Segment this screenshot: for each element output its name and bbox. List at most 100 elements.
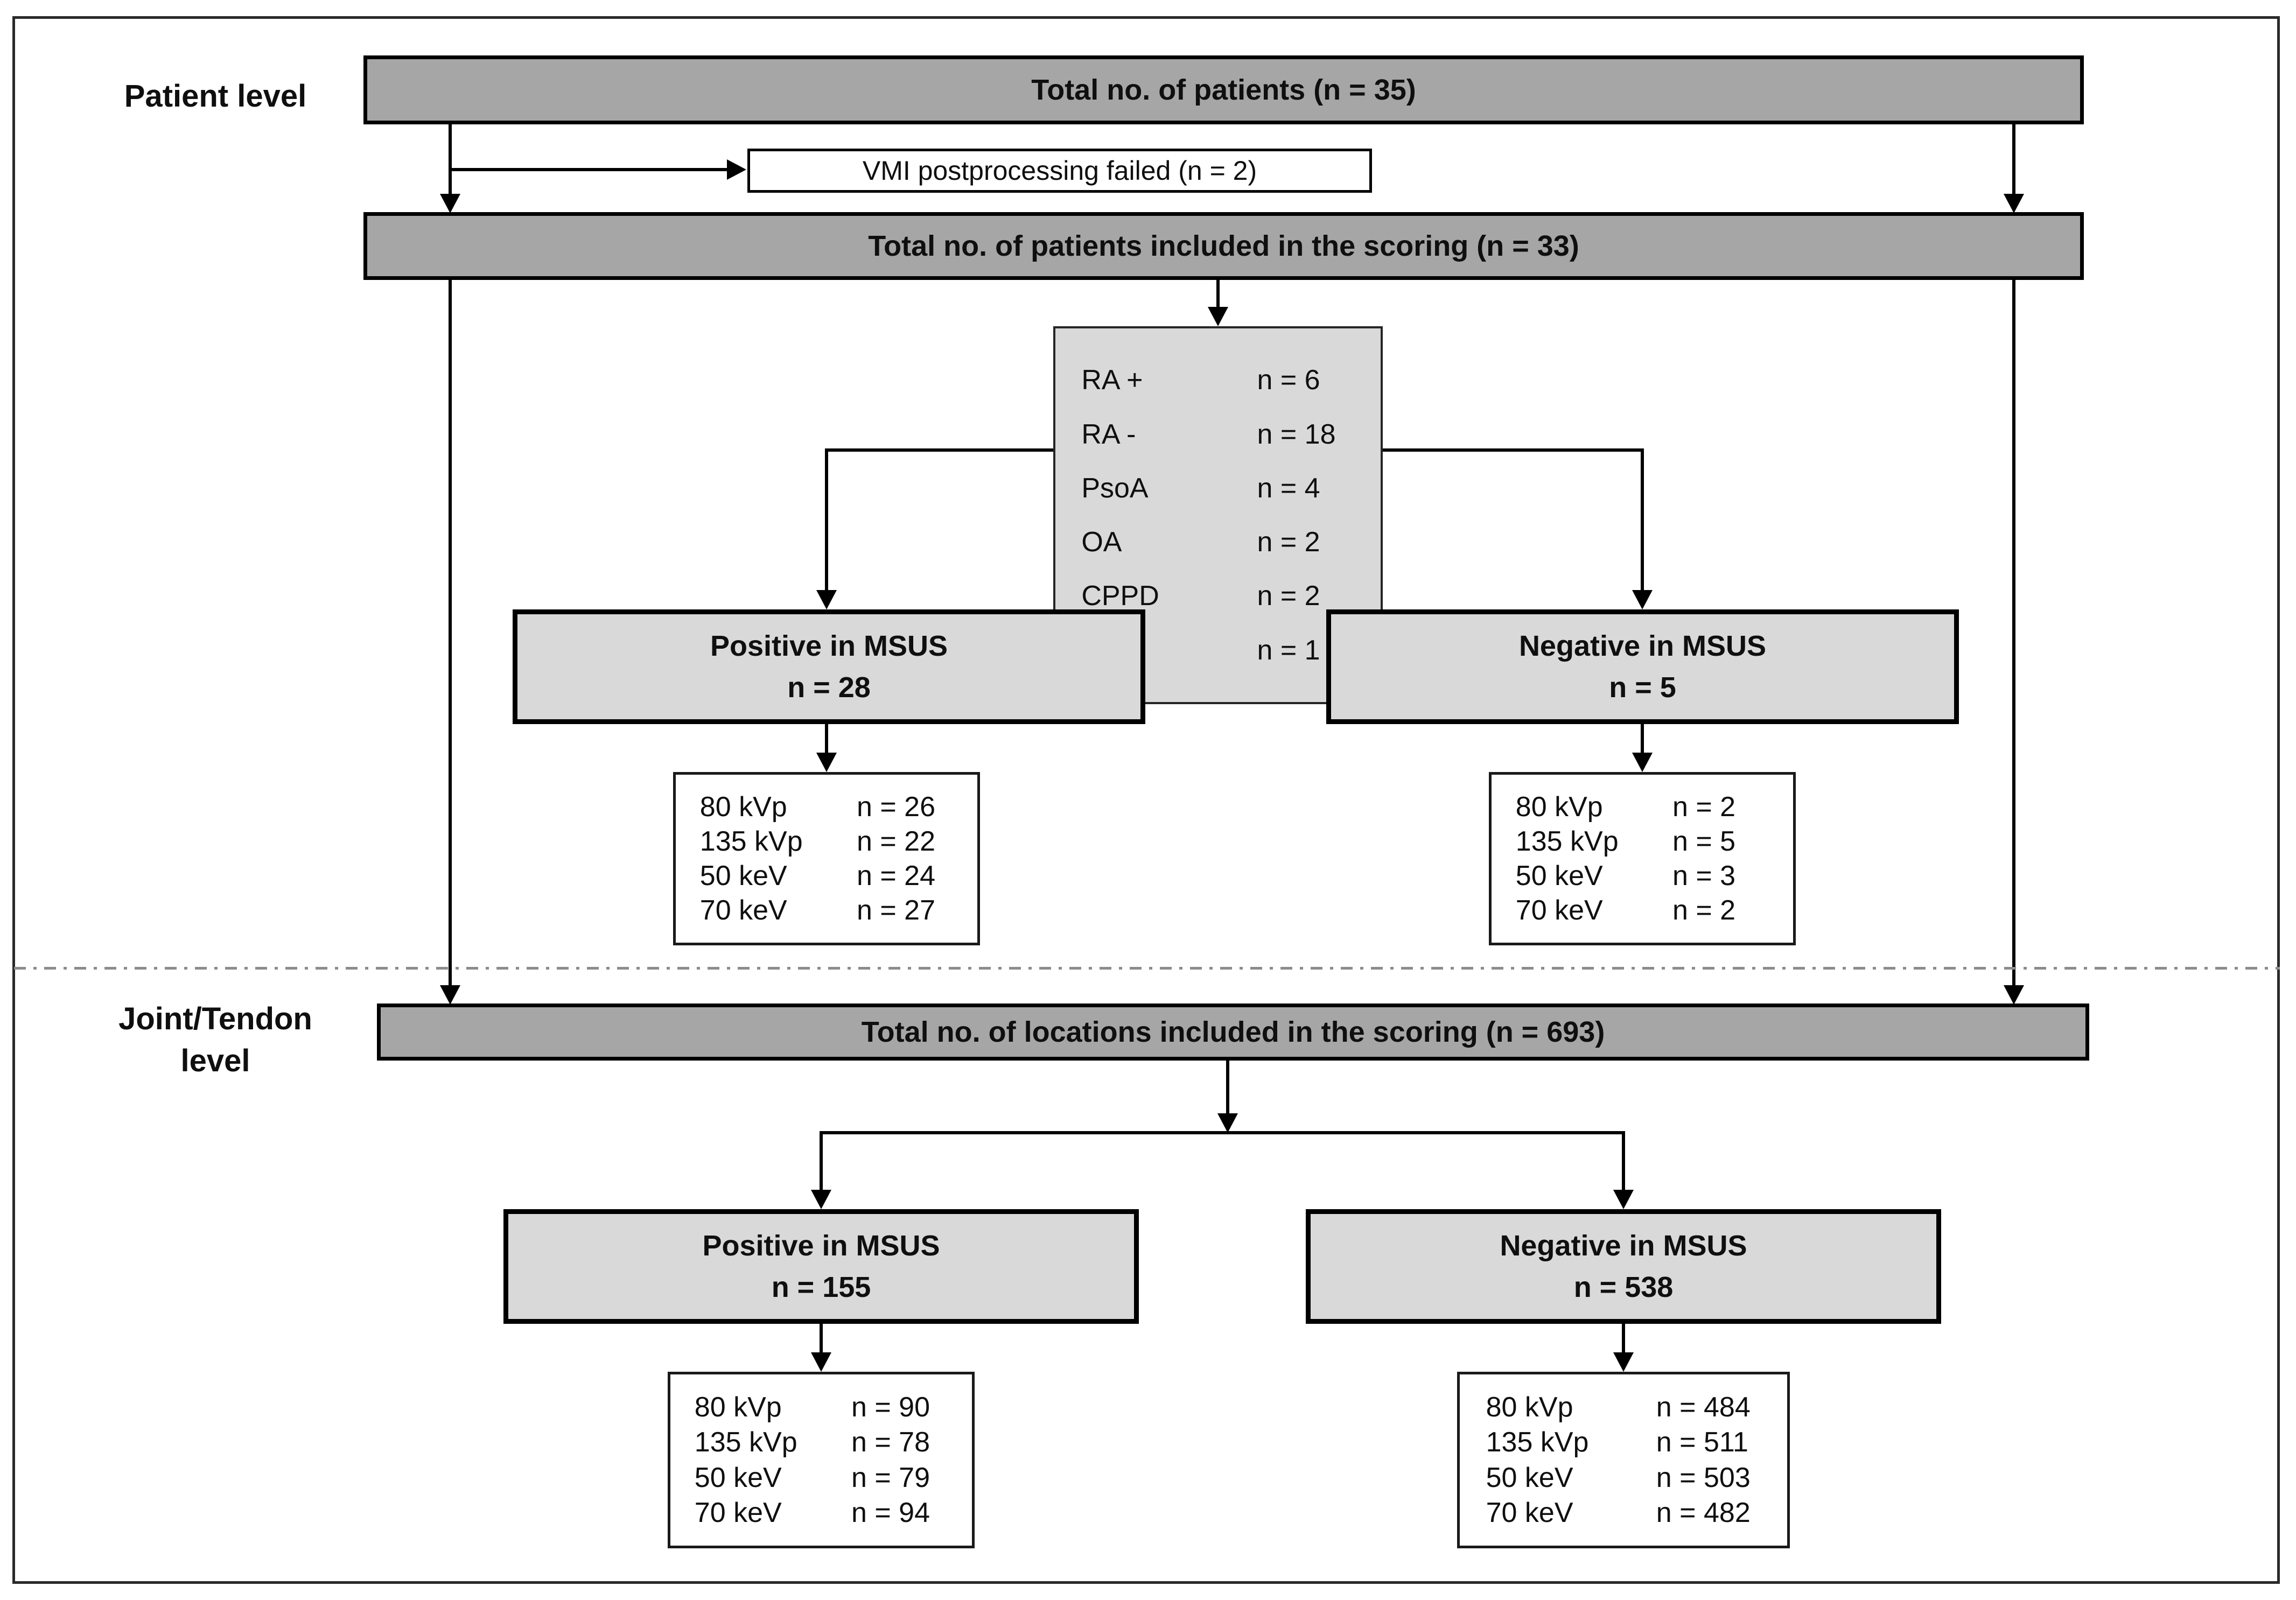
energy-label: 50 keV bbox=[694, 1462, 782, 1493]
arrowhead-down-icon bbox=[811, 1352, 831, 1372]
connector-line bbox=[825, 724, 828, 754]
list-item: OA n = 2 bbox=[1055, 526, 1381, 558]
joint-negative-detail-box: 80 kVp n = 484 135 kVp n = 511 50 keV n … bbox=[1457, 1372, 1790, 1548]
energy-label: 50 keV bbox=[1486, 1462, 1573, 1493]
connector-line bbox=[825, 448, 828, 591]
connector-line bbox=[820, 1324, 823, 1353]
arrowhead-down-icon bbox=[1632, 753, 1653, 772]
list-item: 50 keV n = 3 bbox=[1492, 860, 1793, 892]
joint-positive-detail-box: 80 kVp n = 90 135 kVp n = 78 50 keV n = … bbox=[668, 1372, 975, 1548]
energy-count: n = 94 bbox=[851, 1497, 930, 1528]
connector-line bbox=[1216, 280, 1220, 308]
connector-line bbox=[1641, 448, 1644, 591]
energy-count: n = 511 bbox=[1656, 1427, 1748, 1458]
connector-line bbox=[1641, 724, 1644, 754]
energy-count: n = 22 bbox=[857, 826, 936, 857]
vmi-failed-box: VMI postprocessing failed (n = 2) bbox=[747, 149, 1372, 193]
list-item: 70 keV n = 2 bbox=[1492, 894, 1793, 927]
energy-count: n = 24 bbox=[857, 860, 936, 892]
connector-line bbox=[1622, 1131, 1625, 1191]
arrowhead-down-icon bbox=[440, 985, 460, 1005]
energy-label: 80 kVp bbox=[699, 791, 787, 823]
arrowhead-down-icon bbox=[2004, 985, 2024, 1005]
connector-line bbox=[449, 124, 452, 194]
list-item: 80 kVp n = 484 bbox=[1460, 1391, 1787, 1423]
energy-label: 70 keV bbox=[694, 1497, 782, 1528]
energy-label: 50 keV bbox=[699, 860, 787, 892]
list-item: 135 kVp n = 5 bbox=[1492, 825, 1793, 858]
energy-label: 135 kVp bbox=[699, 826, 803, 857]
diagnosis-count: n = 2 bbox=[1257, 527, 1320, 558]
connector-line bbox=[1622, 1324, 1625, 1353]
energy-label: 80 kVp bbox=[1515, 791, 1603, 823]
arrowhead-down-icon bbox=[1632, 590, 1653, 609]
arrowhead-right-icon bbox=[727, 159, 746, 180]
list-item: 80 kVp n = 26 bbox=[676, 791, 977, 823]
diagnosis-count: n = 18 bbox=[1257, 418, 1336, 450]
patient-negative-msus-box: Negative in MSUS n = 5 bbox=[1326, 609, 1959, 724]
energy-label: 80 kVp bbox=[1486, 1392, 1573, 1423]
energy-count: n = 482 bbox=[1656, 1497, 1751, 1528]
arrowhead-down-icon bbox=[811, 1190, 831, 1209]
list-item: 135 kVp n = 22 bbox=[676, 825, 977, 858]
energy-label: 70 keV bbox=[1486, 1497, 1573, 1528]
energy-label: 135 kVp bbox=[1486, 1427, 1589, 1458]
joint-tendon-level-label: Joint/Tendon level bbox=[86, 998, 345, 1083]
patient-level-label: Patient level bbox=[124, 79, 307, 114]
energy-label: 50 keV bbox=[1515, 860, 1603, 892]
connector-line bbox=[821, 1131, 1623, 1134]
joint-negative-msus-box: Negative in MSUS n = 538 bbox=[1306, 1209, 1941, 1324]
patient-negative-msus-count: n = 5 bbox=[1609, 671, 1676, 704]
arrowhead-down-icon bbox=[1613, 1190, 1634, 1209]
list-item: 70 keV n = 482 bbox=[1460, 1497, 1787, 1529]
joint-negative-msus-count: n = 538 bbox=[1573, 1271, 1674, 1303]
patient-negative-msus-title: Negative in MSUS bbox=[1518, 630, 1767, 663]
diagnosis-label: PsoA bbox=[1081, 472, 1149, 504]
energy-count: n = 2 bbox=[1672, 791, 1736, 823]
energy-label: 135 kVp bbox=[1515, 826, 1619, 857]
energy-count: n = 90 bbox=[851, 1392, 930, 1423]
energy-count: n = 2 bbox=[1672, 895, 1736, 926]
patient-positive-msus-title: Positive in MSUS bbox=[710, 630, 948, 663]
joint-negative-msus-title: Negative in MSUS bbox=[1500, 1230, 1747, 1262]
list-item: CPPD n = 2 bbox=[1055, 580, 1381, 612]
patient-positive-msus-count: n = 28 bbox=[787, 671, 871, 704]
list-item: RA + n = 6 bbox=[1055, 364, 1381, 396]
joint-tendon-level-label-line1: Joint/Tendon bbox=[118, 1001, 312, 1036]
diagnosis-label: RA + bbox=[1081, 364, 1143, 396]
connector-line bbox=[1226, 1061, 1229, 1114]
connector-line bbox=[820, 1131, 823, 1191]
list-item: 70 keV n = 94 bbox=[670, 1497, 972, 1529]
energy-label: 80 kVp bbox=[694, 1392, 782, 1423]
energy-count: n = 26 bbox=[857, 791, 936, 823]
energy-count: n = 484 bbox=[1656, 1392, 1751, 1423]
energy-count: n = 27 bbox=[857, 895, 936, 926]
diagnosis-count: n = 6 bbox=[1257, 364, 1320, 396]
energy-count: n = 78 bbox=[851, 1427, 930, 1458]
total-patients-bar: Total no. of patients (n = 35) bbox=[363, 55, 2084, 124]
arrowhead-down-icon bbox=[1217, 1113, 1238, 1133]
list-item: PsoA n = 4 bbox=[1055, 472, 1381, 504]
list-item: 50 keV n = 24 bbox=[676, 860, 977, 892]
diagnosis-count: n = 2 bbox=[1257, 580, 1320, 612]
diagnosis-label: CPPD bbox=[1081, 580, 1159, 612]
energy-count: n = 503 bbox=[1656, 1462, 1751, 1493]
connector-line bbox=[449, 280, 452, 986]
list-item: 50 keV n = 79 bbox=[670, 1462, 972, 1494]
connector-line bbox=[2012, 280, 2015, 986]
joint-positive-msus-box: Positive in MSUS n = 155 bbox=[503, 1209, 1139, 1324]
diagnosis-count: n = 1 bbox=[1257, 634, 1320, 666]
energy-label: 135 kVp bbox=[694, 1427, 797, 1458]
patient-positive-msus-box: Positive in MSUS n = 28 bbox=[513, 609, 1145, 724]
total-locations-bar: Total no. of locations included in the s… bbox=[377, 1003, 2089, 1061]
list-item: 135 kVp n = 78 bbox=[670, 1426, 972, 1458]
arrowhead-down-icon bbox=[440, 194, 460, 213]
patients-included-bar: Total no. of patients included in the sc… bbox=[363, 212, 2084, 280]
energy-count: n = 79 bbox=[851, 1462, 930, 1493]
energy-label: 70 keV bbox=[699, 895, 787, 926]
arrowhead-down-icon bbox=[2004, 194, 2024, 213]
energy-count: n = 3 bbox=[1672, 860, 1736, 892]
energy-count: n = 5 bbox=[1672, 826, 1736, 857]
patient-negative-detail-box: 80 kVp n = 2 135 kVp n = 5 50 keV n = 3 … bbox=[1489, 772, 1796, 945]
connector-line bbox=[450, 168, 727, 171]
